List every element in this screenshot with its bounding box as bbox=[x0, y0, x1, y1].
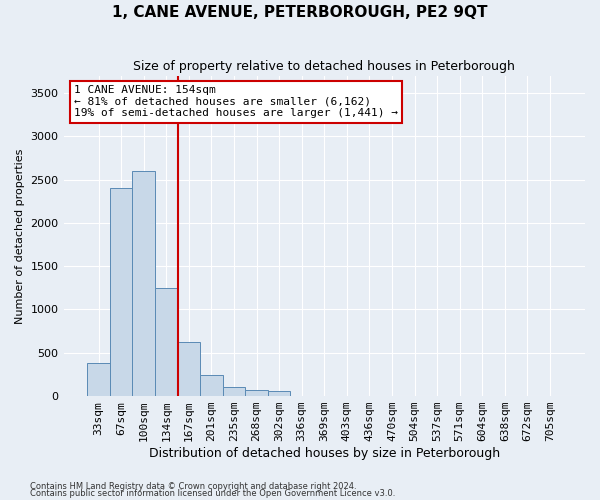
Bar bbox=[223, 386, 245, 396]
Bar bbox=[245, 390, 268, 396]
Bar bbox=[200, 376, 223, 396]
Text: 1, CANE AVENUE, PETERBOROUGH, PE2 9QT: 1, CANE AVENUE, PETERBOROUGH, PE2 9QT bbox=[112, 5, 488, 20]
Title: Size of property relative to detached houses in Peterborough: Size of property relative to detached ho… bbox=[133, 60, 515, 73]
Text: 1 CANE AVENUE: 154sqm
← 81% of detached houses are smaller (6,162)
19% of semi-d: 1 CANE AVENUE: 154sqm ← 81% of detached … bbox=[74, 85, 398, 118]
Bar bbox=[155, 288, 178, 396]
Bar bbox=[87, 363, 110, 396]
Bar bbox=[178, 342, 200, 396]
Y-axis label: Number of detached properties: Number of detached properties bbox=[15, 148, 25, 324]
X-axis label: Distribution of detached houses by size in Peterborough: Distribution of detached houses by size … bbox=[149, 447, 500, 460]
Bar bbox=[133, 171, 155, 396]
Text: Contains HM Land Registry data © Crown copyright and database right 2024.: Contains HM Land Registry data © Crown c… bbox=[30, 482, 356, 491]
Text: Contains public sector information licensed under the Open Government Licence v3: Contains public sector information licen… bbox=[30, 490, 395, 498]
Bar bbox=[110, 188, 133, 396]
Bar bbox=[268, 391, 290, 396]
